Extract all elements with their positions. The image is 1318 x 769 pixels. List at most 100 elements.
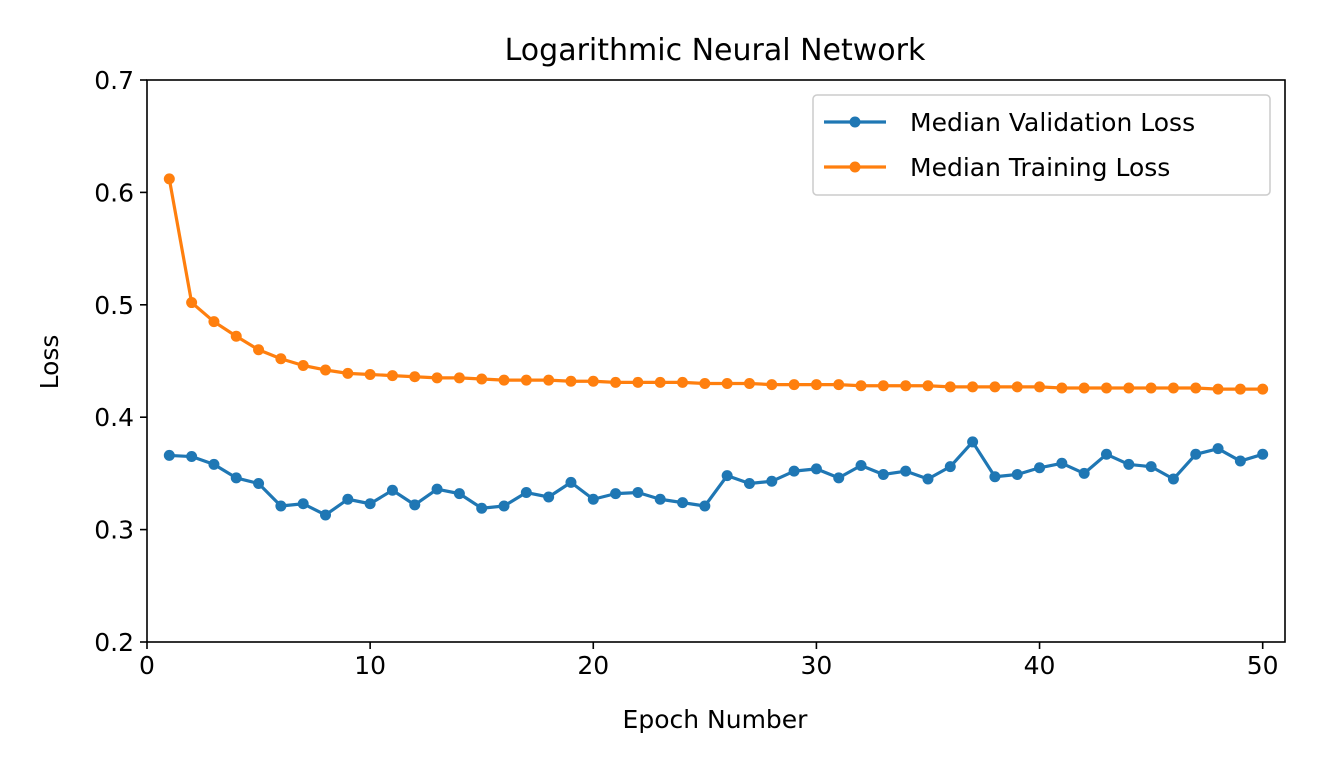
series-1-point [587, 375, 599, 387]
y-tick-label: 0.5 [94, 291, 134, 320]
legend-swatch-marker [849, 161, 861, 173]
series-0-point [877, 469, 889, 481]
series-0-point [788, 465, 800, 477]
series-1-point [364, 368, 376, 380]
series-0-point [677, 497, 689, 509]
series-0-point [186, 451, 198, 463]
y-axis-label: Loss [35, 335, 64, 390]
series-0-point [1167, 473, 1179, 485]
series-1-point [654, 376, 666, 388]
legend-swatch-marker [849, 116, 861, 128]
series-0-point [498, 500, 510, 512]
series-0-point [1257, 448, 1269, 460]
series-1-point [900, 380, 912, 392]
series-1-point [320, 364, 332, 376]
series-1-point [1234, 383, 1246, 395]
series-1-point [297, 359, 309, 371]
series-0-point [476, 502, 488, 514]
axes-frame [146, 79, 1286, 643]
series-0-point [610, 488, 622, 500]
series-1-point [1123, 382, 1135, 394]
legend: Median Validation Loss Median Training Lo… [812, 94, 1271, 196]
series-0-point [364, 498, 376, 510]
series-1-point [1212, 383, 1224, 395]
series-0-point [320, 509, 332, 521]
series-1-point [721, 377, 733, 389]
x-axis-label: Epoch Number [623, 705, 809, 734]
series-1-point [342, 367, 354, 379]
series-1-point [208, 316, 220, 328]
series-1-point [1190, 382, 1202, 394]
series-1-point [632, 376, 644, 388]
series-1-point [967, 381, 979, 393]
series-0-point [833, 472, 845, 484]
series-1-point [699, 377, 711, 389]
series-0-point [1212, 443, 1224, 455]
series-1-point [230, 330, 242, 342]
legend-box [812, 94, 1271, 196]
series-1-point [498, 374, 510, 386]
series-0-point [1190, 448, 1202, 460]
series-1-point [989, 381, 1001, 393]
series-1-point [922, 380, 934, 392]
series-1-point [1100, 382, 1112, 394]
series-line-1 [167, 178, 1263, 391]
series-1-point [1257, 383, 1269, 395]
series-0-point [989, 471, 1001, 483]
series-0-point [543, 491, 555, 503]
series-0-point [208, 458, 220, 470]
series-0-point [1100, 448, 1112, 460]
series-1-point [1056, 382, 1068, 394]
series-0-point [297, 498, 309, 510]
series-1-point [565, 375, 577, 387]
series-1-point [1078, 382, 1090, 394]
series-1-point [163, 173, 175, 185]
series-0-point [1145, 461, 1157, 473]
chart-title: Logarithmic Neural Network [505, 33, 926, 68]
series-0-point [565, 476, 577, 488]
series-1-point [476, 373, 488, 385]
series-1-point [409, 371, 421, 383]
series-0-point [1123, 458, 1135, 470]
series-0-point [453, 488, 465, 500]
series-1-point [610, 376, 622, 388]
series-1-point [453, 372, 465, 384]
series-1-point [833, 379, 845, 391]
series-0-point [1078, 467, 1090, 479]
x-tick-label: 40 [1024, 651, 1056, 680]
y-tick-label: 0.6 [94, 178, 134, 207]
series-0-point [342, 493, 354, 505]
series-1-point [810, 379, 822, 391]
x-tick-label: 20 [577, 651, 609, 680]
series-0-point [1034, 462, 1046, 474]
x-tick-label: 0 [139, 651, 155, 680]
series-0-point [230, 472, 242, 484]
series-1-point [275, 353, 287, 365]
axes-layer: 0 10 20 30 40 50 0.2 0.3 0.4 0.5 0.6 0.7 [94, 66, 1286, 680]
series-1-point [520, 374, 532, 386]
series-0-point [1056, 457, 1068, 469]
series-0-point [253, 478, 265, 490]
series-0-point [1234, 455, 1246, 467]
series-0-point [587, 493, 599, 505]
series-1-point [253, 344, 265, 356]
series-1-point [1034, 381, 1046, 393]
series-1-point [743, 377, 755, 389]
series-1-point [386, 370, 398, 382]
y-tick-label: 0.7 [94, 66, 134, 95]
series-1-point [855, 380, 867, 392]
series-0-point [1011, 469, 1023, 481]
legend-label: Median Validation Loss [910, 108, 1195, 137]
series-0-point [766, 475, 778, 487]
series-0-point [743, 478, 755, 490]
series-1-point [1145, 382, 1157, 394]
series-0-point [855, 460, 867, 472]
x-tick-label: 50 [1247, 651, 1279, 680]
series-1-point [766, 379, 778, 391]
series-1-point [677, 376, 689, 388]
series-1-point [1011, 381, 1023, 393]
series-0-point [520, 487, 532, 499]
series-0-point [431, 483, 443, 495]
y-tick-label: 0.2 [94, 628, 134, 657]
